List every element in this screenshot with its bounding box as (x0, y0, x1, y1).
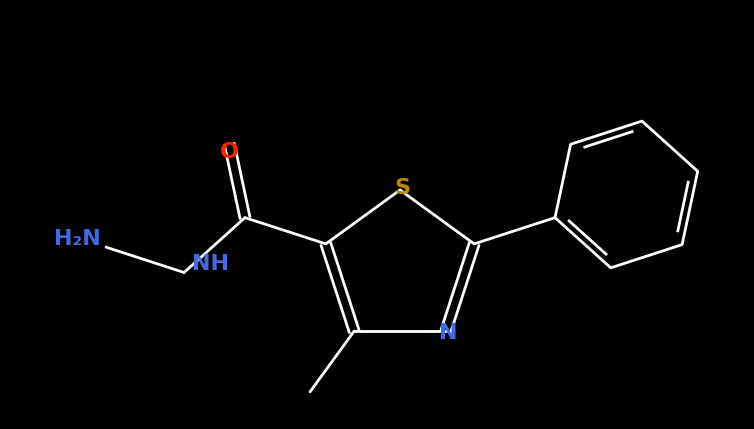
Text: H₂N: H₂N (54, 229, 101, 249)
Text: NH: NH (192, 254, 229, 275)
Text: O: O (220, 142, 239, 162)
Text: N: N (439, 323, 457, 343)
Text: S: S (394, 178, 410, 198)
